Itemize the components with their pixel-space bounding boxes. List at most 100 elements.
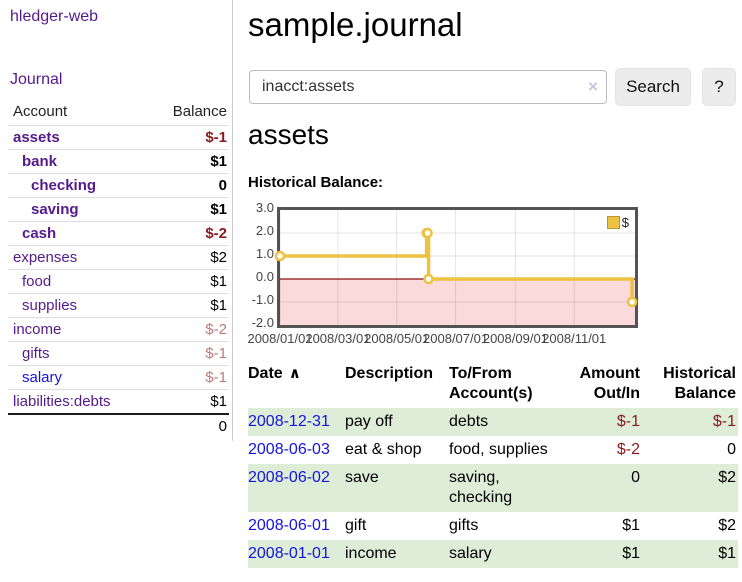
register-cell-description: pay off [345, 408, 449, 436]
account-link[interactable]: food [22, 273, 52, 290]
accounts-col-header: Account [13, 103, 68, 120]
register-cell-balance: $2 [718, 517, 736, 534]
y-axis-tick-label: 0.0 [255, 269, 274, 284]
x-axis-tick-label: 2008/05/01 [364, 331, 430, 346]
account-link[interactable]: gifts [22, 345, 50, 362]
register-cell-description: eat & shop [345, 441, 422, 458]
account-row: supplies $1 [8, 293, 229, 317]
help-button[interactable]: ? [702, 68, 736, 106]
register-table: Date ∧ Description To/From Account(s) Amo… [248, 362, 738, 568]
register-cell-amount: 0 [571, 464, 648, 512]
register-cell-balance: $-1 [648, 408, 738, 436]
y-axis-tick-label: 2.0 [255, 223, 274, 238]
account-balance: $-1 [205, 129, 227, 146]
register-header-row: Date ∧ Description To/From Account(s) Amo… [248, 362, 738, 408]
brand-link[interactable]: hledger-web [10, 8, 99, 25]
register-cell-balance: $1 [648, 540, 738, 568]
account-balance: 0 [218, 177, 227, 194]
account-balance: $-2 [205, 321, 227, 338]
chart-svg [274, 210, 638, 325]
y-axis-tick-label: 3.0 [255, 200, 274, 215]
accounts-rows: assets $-1 bank $1 checking 0 saving $1 cash $-2 e… [8, 125, 229, 413]
chart-title: Historical Balance: [248, 174, 384, 191]
register-row[interactable]: 2008-01-01 income salary $1 $1 [248, 540, 738, 568]
register-cell-balance: $2 [648, 464, 738, 512]
account-link[interactable]: income [13, 321, 62, 338]
account-link[interactable]: expenses [13, 249, 78, 266]
account-link[interactable]: salary [22, 369, 63, 386]
account-link[interactable]: assets [13, 129, 60, 146]
register-cell-amount: $-1 [571, 408, 648, 436]
account-row: expenses $2 [8, 245, 229, 269]
account-link[interactable]: liabilities:debts [13, 393, 111, 410]
y-axis-tick-label: -1.0 [251, 292, 274, 307]
register-row[interactable]: 2008-06-01 gift gifts $1 $2 [248, 512, 738, 540]
account-balance: $-2 [205, 225, 227, 242]
search-input[interactable] [249, 70, 607, 104]
account-balance: $1 [210, 393, 227, 410]
clear-search-icon[interactable]: × [588, 77, 598, 96]
account-link[interactable]: bank [22, 153, 58, 170]
account-balance: $-1 [205, 369, 227, 386]
chart-plot-area: $ [274, 207, 638, 328]
register-col-amount: Amount Out/In [579, 365, 640, 402]
register-cell-amount: $1 [571, 540, 648, 568]
account-link[interactable]: saving [31, 201, 79, 218]
transaction-date-link[interactable]: 2008-06-01 [248, 517, 330, 534]
register-col-description: Description [345, 365, 434, 382]
register-cell-balance: 0 [727, 441, 736, 458]
transaction-date-link[interactable]: 2008-12-31 [248, 413, 330, 430]
register-cell-description: income [345, 540, 449, 568]
account-link[interactable]: supplies [22, 297, 78, 314]
data-point-marker [274, 250, 286, 262]
account-link[interactable]: checking [31, 177, 97, 194]
register-cell-date: 2008-06-01 [248, 512, 345, 540]
sort-asc-icon: ∧ [288, 365, 301, 382]
account-row: income $-2 [8, 317, 229, 341]
register-cell-date: 2008-06-02 [248, 464, 345, 512]
accounts-total-value: 0 [218, 418, 227, 435]
transaction-date-link[interactable]: 2008-01-01 [248, 545, 330, 562]
register-cell-date: 2008-01-01 [248, 540, 345, 568]
transaction-date-link[interactable]: 2008-06-03 [248, 441, 330, 458]
register-cell-date: 2008-12-31 [248, 408, 345, 436]
x-axis-tick-label: 2008/01/01 [247, 331, 313, 346]
account-row: food $1 [8, 269, 229, 293]
search-button[interactable]: Search [615, 68, 691, 106]
account-balance: $1 [210, 201, 227, 218]
y-axis-tick-label: 1.0 [255, 246, 274, 261]
register-row[interactable]: 2008-06-02 save saving, checking 0 $2 [248, 464, 738, 512]
account-title: assets [248, 119, 329, 150]
account-row: saving $1 [8, 197, 229, 221]
account-row: bank $1 [8, 149, 229, 173]
x-axis-tick-label: 2008/07/01 [423, 331, 489, 346]
main-content: sample.journal × Search ? assets Histori… [247, 0, 742, 568]
account-row: assets $-1 [8, 125, 229, 149]
register-cell-accounts: gifts [449, 517, 479, 534]
data-point-marker [626, 296, 638, 308]
chart-legend: $ [606, 215, 629, 230]
register-cell-accounts: salary [449, 540, 571, 568]
x-axis-tick-label: 2008/03/01 [305, 331, 371, 346]
account-balance: $1 [210, 153, 227, 170]
x-axis-tick-label: 2008/09/01 [482, 331, 548, 346]
register-col-accounts: To/From Account(s) [449, 365, 533, 402]
register-row[interactable]: 2008-06-03 eat & shop food, supplies $-2 0 [248, 436, 738, 464]
account-balance: $-1 [205, 345, 227, 362]
register-row[interactable]: 2008-12-31 pay off debts $-1 $-1 [248, 408, 738, 436]
transaction-date-link[interactable]: 2008-06-02 [248, 469, 330, 486]
sidebar: hledger-web Journal Account Balance asse… [0, 0, 233, 441]
register-cell-accounts: debts [449, 408, 571, 436]
sidebar-item-journal[interactable]: Journal [10, 71, 63, 88]
register-col-date[interactable]: Date ∧ [248, 365, 301, 382]
account-row: salary $-1 [8, 365, 229, 389]
account-row: liabilities:debts $1 [8, 389, 229, 413]
account-link[interactable]: cash [22, 225, 57, 242]
account-row: gifts $-1 [8, 341, 229, 365]
register-cell-accounts: saving, checking [449, 464, 571, 512]
account-balance: $2 [210, 249, 227, 266]
search-form: × Search ? [249, 68, 736, 106]
y-axis-tick-label: -2.0 [251, 315, 274, 330]
accounts-table-header: Account Balance [8, 100, 229, 125]
